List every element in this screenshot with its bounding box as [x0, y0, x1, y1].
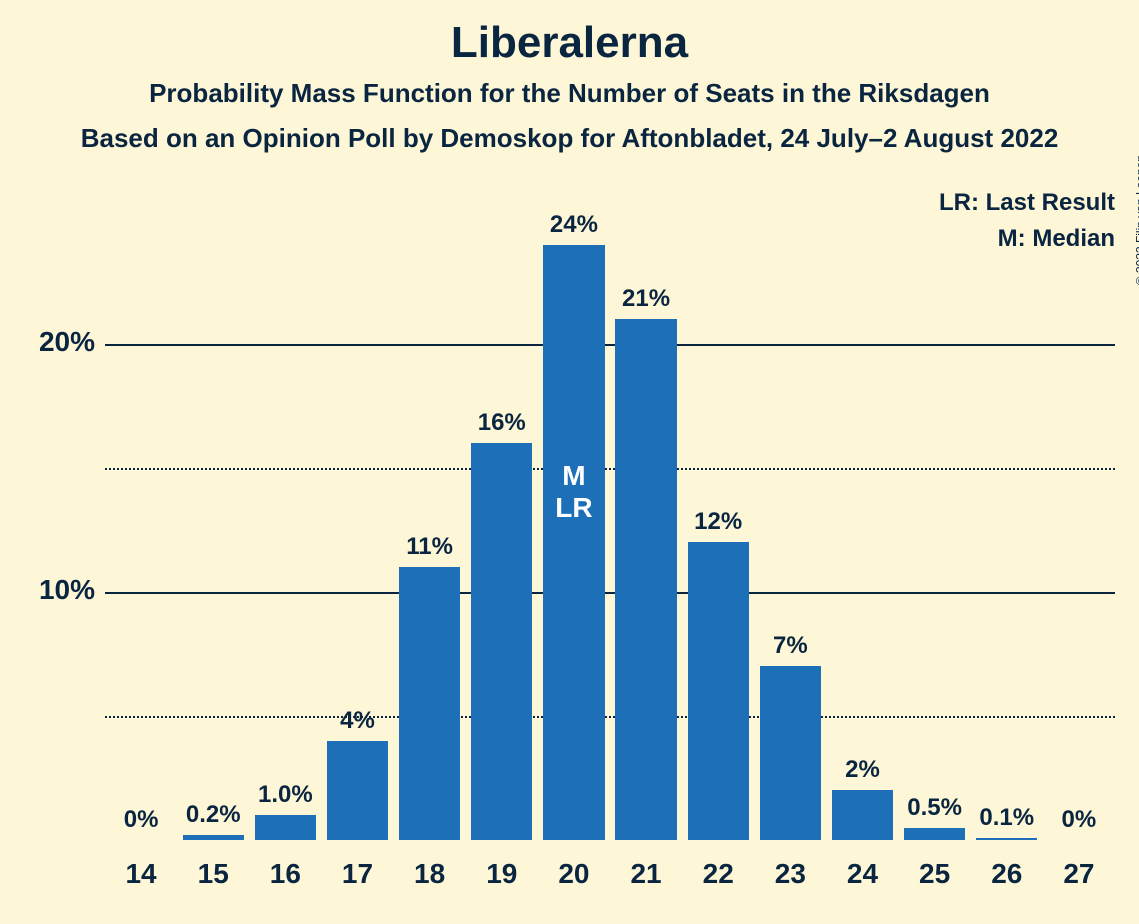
x-tick-label: 26	[971, 858, 1043, 890]
x-tick-label: 16	[249, 858, 321, 890]
bar-wrapper: 24%MLR	[538, 220, 610, 840]
bar	[615, 319, 676, 840]
bar-wrapper: 21%	[610, 220, 682, 840]
chart-title: Liberalerna	[0, 0, 1139, 68]
bar-value-label: 0.5%	[907, 794, 962, 822]
x-tick-label: 20	[538, 858, 610, 890]
bar-value-label: 1.0%	[258, 781, 313, 809]
bar-value-label: 24%	[550, 211, 598, 239]
bar-wrapper: 12%	[682, 220, 754, 840]
y-tick-label: 20%	[25, 326, 95, 358]
x-tick-label: 19	[466, 858, 538, 890]
bar-value-label: 2%	[845, 756, 880, 784]
x-tick-label: 22	[682, 858, 754, 890]
bar-wrapper: 2%	[826, 220, 898, 840]
bar	[255, 815, 316, 840]
bar-wrapper: 1.0%	[249, 220, 321, 840]
bar-wrapper: 0.5%	[899, 220, 971, 840]
x-tick-label: 25	[899, 858, 971, 890]
x-tick-label: 15	[177, 858, 249, 890]
bar	[976, 838, 1037, 840]
bar-value-label: 12%	[694, 508, 742, 536]
x-tick-label: 17	[321, 858, 393, 890]
copyright-text: © 2022 Filip van Laenen	[1133, 155, 1139, 285]
bar-value-label: 0.2%	[186, 801, 241, 829]
bar	[543, 245, 604, 840]
bar	[183, 835, 244, 840]
bar-wrapper: 11%	[394, 220, 466, 840]
bar-value-label: 0%	[124, 806, 159, 834]
bar-value-label: 11%	[406, 533, 453, 561]
x-tick-label: 21	[610, 858, 682, 890]
bar-value-label: 7%	[773, 632, 808, 660]
bar-value-label: 21%	[622, 285, 670, 313]
bar-wrapper: 0%	[1043, 220, 1115, 840]
bar-value-label: 0%	[1062, 806, 1097, 834]
bar-wrapper: 0.2%	[177, 220, 249, 840]
bar	[327, 741, 388, 840]
bars-container: 0% 0.2% 1.0% 4% 11% 16% 24%MLR 21% 12% 7% 2% 0.5% 0.…	[105, 220, 1115, 840]
x-tick-label: 23	[754, 858, 826, 890]
x-tick-label: 27	[1043, 858, 1115, 890]
bar-value-label: 16%	[478, 409, 526, 437]
bar	[471, 443, 532, 840]
bar-annotation: MLR	[538, 460, 610, 524]
bar-value-label: 4%	[340, 707, 375, 735]
bar-value-label: 0.1%	[979, 804, 1034, 832]
chart-area: LR: Last Result M: Median 10%20%0%0.2%1.…	[105, 220, 1115, 840]
bar	[832, 790, 893, 840]
legend-lr: LR: Last Result	[939, 185, 1115, 221]
bar	[760, 666, 821, 840]
x-tick-label: 14	[105, 858, 177, 890]
bar	[399, 567, 460, 840]
bar-wrapper: 0.1%	[971, 220, 1043, 840]
chart-subtitle-2: Based on an Opinion Poll by Demoskop for…	[0, 123, 1139, 154]
chart-subtitle-1: Probability Mass Function for the Number…	[0, 78, 1139, 109]
bar	[688, 542, 749, 840]
x-tick-label: 18	[394, 858, 466, 890]
bar-wrapper: 0%	[105, 220, 177, 840]
x-tick-label: 24	[826, 858, 898, 890]
bar-wrapper: 16%	[466, 220, 538, 840]
y-tick-label: 10%	[25, 574, 95, 606]
bar-wrapper: 7%	[754, 220, 826, 840]
bar	[904, 828, 965, 840]
bar-wrapper: 4%	[321, 220, 393, 840]
